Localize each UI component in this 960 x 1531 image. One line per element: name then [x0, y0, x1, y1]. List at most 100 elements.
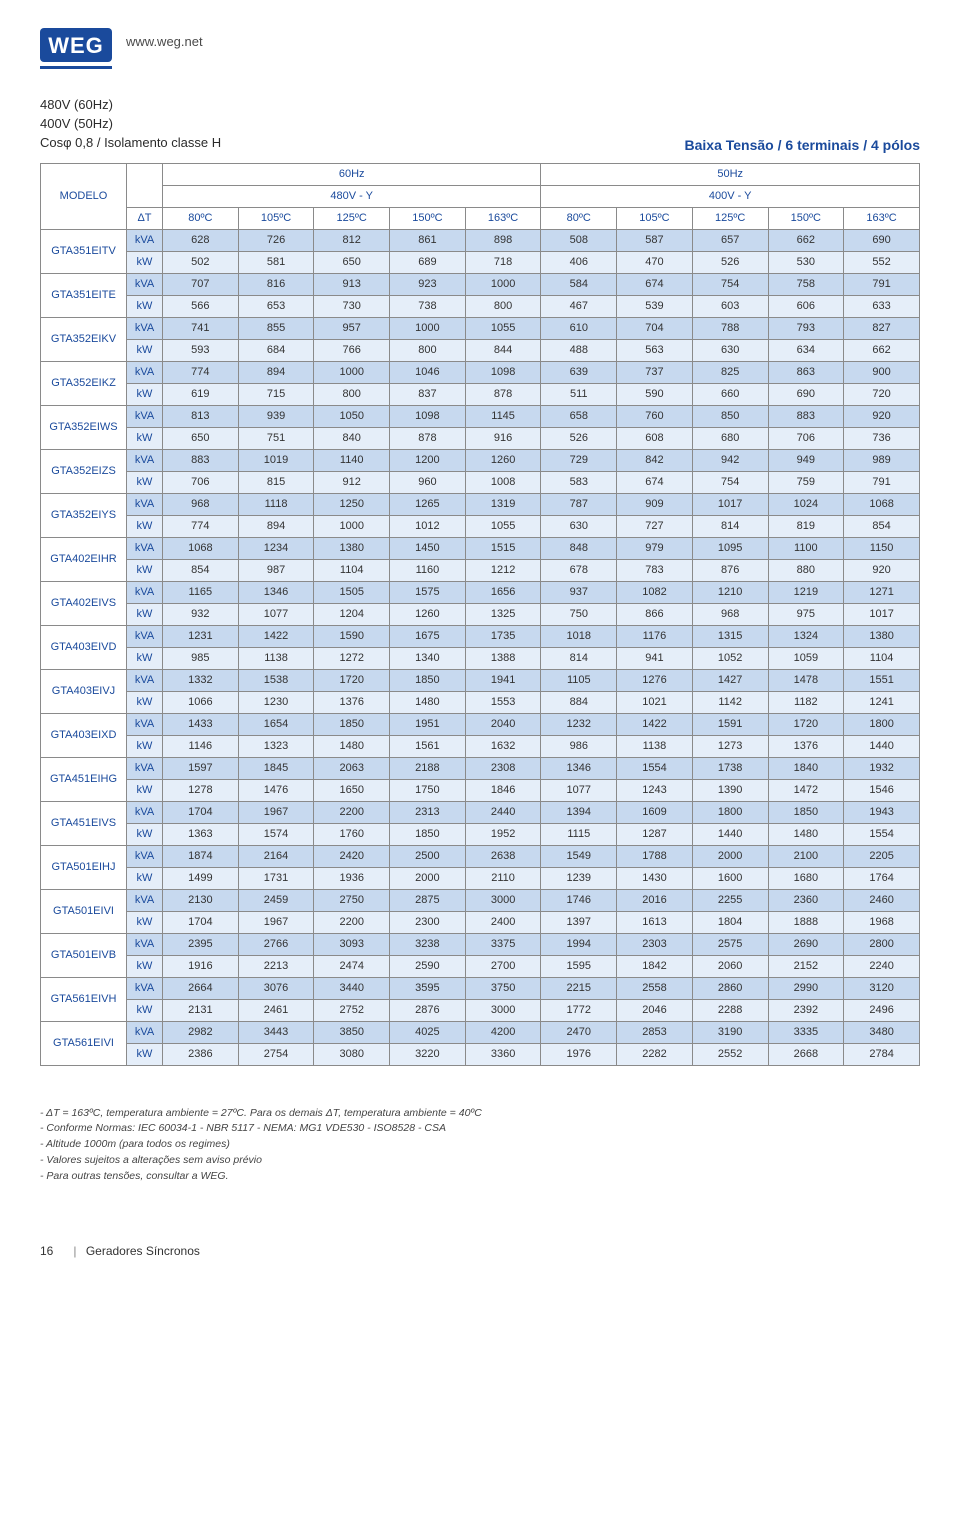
val-kva: 855 — [238, 317, 314, 339]
val-kw: 526 — [541, 427, 617, 449]
val-kw: 1323 — [238, 735, 314, 757]
val-kva: 704 — [617, 317, 693, 339]
val-kva: 894 — [238, 361, 314, 383]
val-kva: 827 — [844, 317, 920, 339]
val-kw: 1104 — [844, 647, 920, 669]
val-kw: 1916 — [163, 955, 239, 977]
val-kva: 2130 — [163, 889, 239, 911]
val-kw: 854 — [163, 559, 239, 581]
val-kw: 750 — [541, 603, 617, 625]
val-kw: 727 — [617, 515, 693, 537]
val-kva: 1554 — [617, 757, 693, 779]
val-kw: 2496 — [844, 999, 920, 1021]
val-kva: 2440 — [465, 801, 541, 823]
val-kva: 937 — [541, 581, 617, 603]
spec-right: Baixa Tensão / 6 terminais / 4 pólos — [685, 137, 921, 153]
model-cell: GTA352EIWS — [41, 405, 127, 449]
val-kva: 1380 — [844, 625, 920, 647]
val-kva: 1840 — [768, 757, 844, 779]
val-kva: 2016 — [617, 889, 693, 911]
spec-line-1: 480V (60Hz) — [40, 96, 221, 115]
val-kw: 1008 — [465, 471, 541, 493]
model-cell: GTA501EIHJ — [41, 845, 127, 889]
val-kva: 1210 — [692, 581, 768, 603]
val-kva: 1260 — [465, 449, 541, 471]
val-kw: 1440 — [844, 735, 920, 757]
val-kw: 1480 — [390, 691, 466, 713]
val-kw: 759 — [768, 471, 844, 493]
val-kw: 2400 — [465, 911, 541, 933]
val-kw: 766 — [314, 339, 390, 361]
val-kw: 866 — [617, 603, 693, 625]
val-kva: 1800 — [844, 713, 920, 735]
val-kva: 3595 — [390, 977, 466, 999]
val-kw: 1632 — [465, 735, 541, 757]
val-kva: 3238 — [390, 933, 466, 955]
table-head: MODELO60Hz50Hz480V - Y400V - YΔT80ºC105º… — [41, 163, 920, 229]
val-kva: 1319 — [465, 493, 541, 515]
unit-kw: kW — [127, 295, 163, 317]
unit-kw: kW — [127, 339, 163, 361]
model-cell: GTA403EIVJ — [41, 669, 127, 713]
val-kw: 1846 — [465, 779, 541, 801]
val-kw: 539 — [617, 295, 693, 317]
unit-kva: kVA — [127, 669, 163, 691]
val-kw: 1052 — [692, 647, 768, 669]
val-kw: 1066 — [163, 691, 239, 713]
unit-kva: kVA — [127, 889, 163, 911]
model-cell: GTA403EIXD — [41, 713, 127, 757]
model-cell: GTA352EIYS — [41, 493, 127, 537]
val-kw: 1850 — [390, 823, 466, 845]
val-kva: 863 — [768, 361, 844, 383]
unit-kva: kVA — [127, 845, 163, 867]
val-kw: 1760 — [314, 823, 390, 845]
val-kw: 1059 — [768, 647, 844, 669]
val-kva: 1018 — [541, 625, 617, 647]
val-kva: 1265 — [390, 493, 466, 515]
val-kva: 1024 — [768, 493, 844, 515]
val-kw: 1243 — [617, 779, 693, 801]
val-kva: 1105 — [541, 669, 617, 691]
spec-left: 480V (60Hz) 400V (50Hz) Cosφ 0,8 / Isola… — [40, 96, 221, 153]
val-kw: 774 — [163, 515, 239, 537]
val-kw: 2668 — [768, 1043, 844, 1065]
val-kva: 909 — [617, 493, 693, 515]
th-volt-400: 400V - Y — [541, 185, 920, 207]
val-kw: 2590 — [390, 955, 466, 977]
val-kva: 1551 — [844, 669, 920, 691]
val-kw: 1138 — [238, 647, 314, 669]
val-kw: 1212 — [465, 559, 541, 581]
val-kva: 1850 — [390, 669, 466, 691]
val-kva: 3750 — [465, 977, 541, 999]
val-kva: 883 — [768, 405, 844, 427]
val-kva: 1118 — [238, 493, 314, 515]
val-kva: 989 — [844, 449, 920, 471]
val-kw: 2784 — [844, 1043, 920, 1065]
val-kva: 1591 — [692, 713, 768, 735]
unit-kva: kVA — [127, 361, 163, 383]
val-kw: 1376 — [314, 691, 390, 713]
val-kw: 619 — [163, 383, 239, 405]
footer-separator: | — [73, 1244, 76, 1258]
val-kva: 1176 — [617, 625, 693, 647]
th-temp: 80ºC — [541, 207, 617, 229]
val-kva: 610 — [541, 317, 617, 339]
val-kw: 985 — [163, 647, 239, 669]
val-kva: 1478 — [768, 669, 844, 691]
footer-title: Geradores Síncronos — [86, 1244, 200, 1258]
val-kva: 1932 — [844, 757, 920, 779]
unit-kw: kW — [127, 383, 163, 405]
val-kva: 923 — [390, 273, 466, 295]
val-kva: 2360 — [768, 889, 844, 911]
val-kva: 2308 — [465, 757, 541, 779]
val-kva: 1788 — [617, 845, 693, 867]
val-kw: 1499 — [163, 867, 239, 889]
val-kva: 3093 — [314, 933, 390, 955]
val-kw: 1000 — [314, 515, 390, 537]
val-kva: 2860 — [692, 977, 768, 999]
val-kva: 979 — [617, 537, 693, 559]
val-kw: 730 — [314, 295, 390, 317]
val-kva: 1380 — [314, 537, 390, 559]
val-kw: 878 — [390, 427, 466, 449]
val-kw: 502 — [163, 251, 239, 273]
